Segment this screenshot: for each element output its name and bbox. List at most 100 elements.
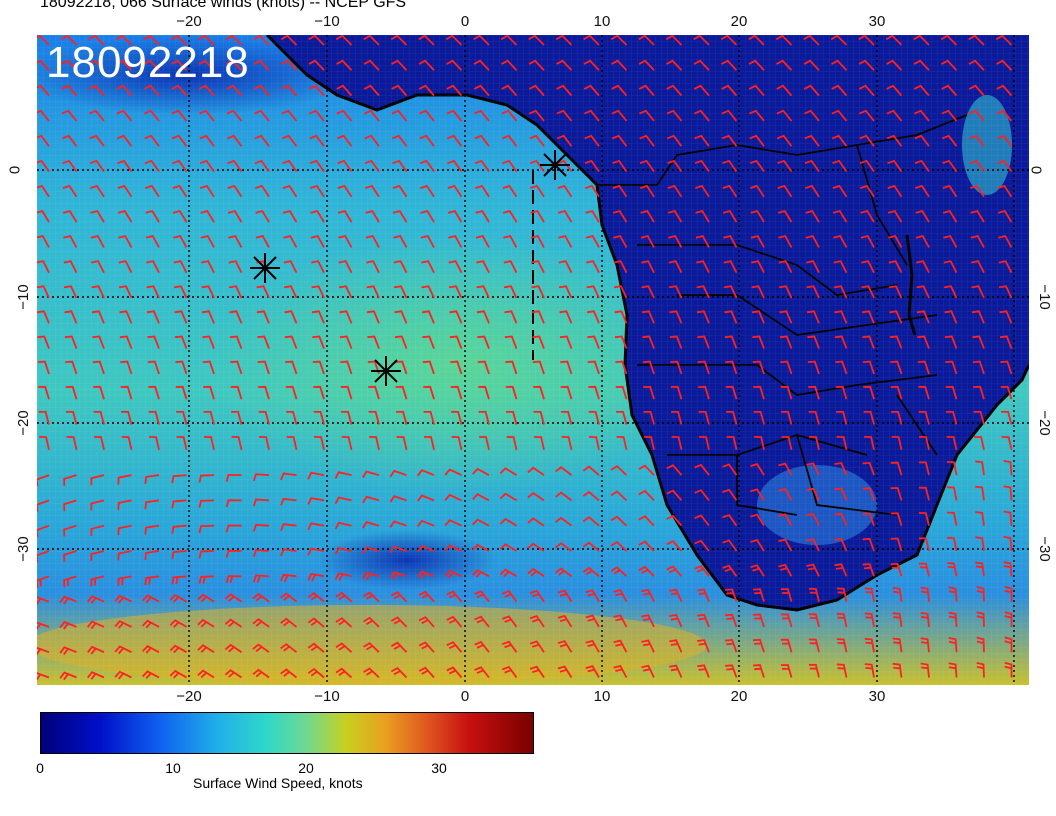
wind-barb <box>449 335 463 349</box>
wind-barb <box>614 335 628 349</box>
wind-barb <box>476 285 490 299</box>
wind-barb <box>725 360 738 375</box>
wind-barb <box>750 564 765 577</box>
wind-barb <box>225 35 243 46</box>
wind-barb <box>505 360 518 375</box>
wind-barb <box>499 543 517 552</box>
wind-barb <box>258 385 270 400</box>
wind-barb <box>499 492 517 502</box>
wind-barb <box>283 260 298 274</box>
x-tick-label: 20 <box>730 13 748 30</box>
wind-barb <box>308 35 325 46</box>
wind-barb <box>451 436 463 451</box>
wind-barb <box>970 234 985 248</box>
wind-barb <box>721 109 738 122</box>
wind-barb <box>557 640 573 653</box>
wind-barb <box>198 35 215 46</box>
wind-barb <box>975 561 985 577</box>
wind-barb <box>833 234 848 248</box>
wind-barb <box>418 35 435 46</box>
wind-barb <box>423 411 435 425</box>
wind-barb <box>831 59 848 71</box>
wind-barb <box>285 360 298 375</box>
wind-barb <box>421 310 435 324</box>
wind-barb <box>197 644 215 653</box>
wind-barb <box>422 360 435 375</box>
wind-barb <box>778 260 793 274</box>
wind-barb <box>888 285 903 299</box>
wind-barb <box>806 285 820 299</box>
wind-barb <box>976 611 985 627</box>
wind-barb <box>942 184 958 198</box>
wind-barb <box>444 519 462 527</box>
wind-barb <box>258 411 270 425</box>
wind-barb <box>390 641 408 653</box>
wind-barb <box>639 109 655 122</box>
wind-barb <box>64 310 78 324</box>
wind-barb <box>808 638 820 653</box>
wind-barb <box>201 260 215 274</box>
wind-barb <box>116 134 133 147</box>
wind-barb <box>281 59 298 71</box>
wind-barb <box>280 35 298 46</box>
wind-barb <box>335 667 353 679</box>
wind-barb <box>834 538 848 552</box>
wind-barb <box>669 335 683 349</box>
wind-barb <box>697 360 710 375</box>
wind-barb <box>365 209 380 223</box>
wind-barb <box>694 109 710 122</box>
wind-barb <box>557 184 573 198</box>
wind-barb <box>252 592 270 603</box>
wind-barb <box>751 260 765 274</box>
wind-barb <box>914 109 930 122</box>
wind-barb <box>976 662 985 678</box>
wind-barb <box>805 209 820 223</box>
wind-barb <box>392 184 408 198</box>
wind-barb <box>610 566 628 577</box>
wind-barb <box>335 591 353 603</box>
wind-barb <box>697 664 710 678</box>
wind-barb <box>39 436 50 451</box>
wind-barb <box>669 310 683 324</box>
wind-barb <box>418 666 435 679</box>
wind-barb <box>176 436 188 451</box>
wind-barb <box>694 565 710 577</box>
wind-barb <box>337 159 353 173</box>
wind-barb <box>37 524 50 538</box>
wind-barb <box>338 285 353 299</box>
wind-barb <box>694 463 710 476</box>
wind-barb <box>615 360 628 375</box>
wind-barb <box>588 411 600 425</box>
wind-barb <box>914 134 930 147</box>
wind-barb <box>833 260 848 274</box>
wind-barb <box>669 588 683 602</box>
wind-barb <box>641 614 655 628</box>
wind-barb <box>142 594 160 604</box>
wind-barb <box>534 436 545 451</box>
wind-barb <box>890 360 903 375</box>
wind-barb <box>753 411 765 425</box>
wind-barb <box>1003 460 1013 476</box>
wind-barb <box>722 184 738 198</box>
wind-barb <box>918 486 930 501</box>
wind-barb <box>641 639 655 653</box>
wind-barb <box>558 260 573 274</box>
wind-barb <box>118 285 133 299</box>
wind-barb <box>63 575 77 588</box>
wind-barb <box>612 159 628 173</box>
wind-barb <box>804 109 820 122</box>
wind-barb <box>175 385 188 400</box>
wind-barb <box>474 109 490 122</box>
wind-barb <box>61 59 78 71</box>
wind-barb <box>917 335 930 349</box>
wind-barb <box>37 499 50 512</box>
colorbar-tick-label: 30 <box>431 760 447 776</box>
wind-barb <box>670 360 683 375</box>
wind-barb <box>340 360 353 375</box>
wind-barb <box>143 35 160 46</box>
wind-barb <box>444 493 462 502</box>
wind-barb <box>722 564 738 577</box>
wind-barb <box>777 209 793 223</box>
wind-barb <box>118 260 133 274</box>
wind-barb <box>582 566 600 577</box>
